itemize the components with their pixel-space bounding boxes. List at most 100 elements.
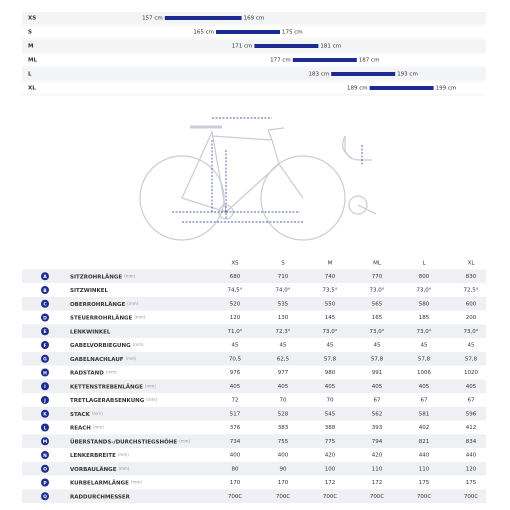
cell: 405 [278,384,289,390]
range-from-label: 157 cm [142,16,163,22]
cell: 991 [372,370,383,376]
letter-badge [41,327,49,336]
cell: 72,3° [276,329,291,335]
range-from-label: 177 cm [270,58,291,64]
cell: 405 [325,384,336,390]
cell: 120 [230,315,241,321]
range-to-label: 187 cm [359,58,380,64]
column-header: L [422,261,426,267]
cell: 383 [278,425,289,431]
cell: 393 [372,425,383,431]
range-to-label: 175 cm [282,30,303,36]
cell: 73,5° [323,288,338,294]
row-name-text: STACK [70,411,91,417]
cell: 175 [466,480,477,486]
row-name: REACH (mm) [70,425,104,432]
row-bg [22,338,486,352]
row-name: OBERROHRLÄNGE (mm) [70,300,139,307]
range-from-label: 165 cm [193,30,214,36]
letter-badge [41,368,49,377]
row-bg [22,434,486,449]
row-name-text: GABELNACHLAUF [70,356,124,362]
cell: 405 [466,384,477,390]
cell: 200 [466,315,477,321]
cell: 775 [325,439,336,445]
cell: 402 [419,425,430,431]
row-letter: G [43,357,47,363]
cell: 581 [419,411,430,417]
range-bar [164,16,242,20]
cell: 70 [327,398,334,404]
row-letter: M [43,439,48,445]
range-bar [254,44,319,48]
cell: 400 [230,453,241,459]
row-letter: H [43,370,47,376]
cell: 700C [417,494,431,500]
cell: 600 [466,301,477,307]
row-unit: (mm) [145,383,156,388]
cell: 100 [325,466,336,472]
row-letter: O [43,467,47,473]
row-name: RADSTAND (mm) [70,370,117,377]
cell: 980 [325,370,336,376]
row-letter: L [44,425,47,431]
cell: 67 [421,398,428,404]
row-letter: Q [43,494,47,500]
cell: 45 [374,343,381,349]
cell: 74,5° [228,288,243,294]
cell: 73,0° [370,288,385,294]
size-row-bg [22,12,486,24]
cell: 770 [372,274,383,280]
cell: 73,0° [417,329,432,335]
cell: 57,8 [418,356,431,362]
row-unit: (mm) [118,466,129,471]
cell: 1020 [464,370,478,376]
letter-badge [41,492,49,501]
cell: 405 [419,384,430,390]
size-row-bg [22,82,486,94]
row-letter: D [43,315,47,321]
cell: 800 [419,274,430,280]
cell: 57,8 [371,356,384,362]
cell: 700C [464,494,478,500]
row-unit: (mm) [131,480,142,485]
row-name: ÜBERSTANDS-/DURCHSTIEGSHÖHE (mm) [70,438,191,445]
column-header: ML [373,261,382,267]
row-name: VORBAULÄNGE (mm) [70,465,130,472]
cell: 596 [466,411,477,417]
cell: 70,5 [229,356,242,362]
cell: 45 [421,343,428,349]
letter-badge [41,382,49,391]
cell: 67 [374,398,381,404]
cell: 710 [278,274,289,280]
cell: 45 [468,343,475,349]
cell: 440 [419,453,430,459]
bike-diagram [139,125,377,241]
cell: 565 [372,301,383,307]
row-name: LENKERBREITE (mm) [70,452,129,459]
cell: 165 [372,315,383,321]
cell: 440 [466,453,477,459]
cell: 400 [278,453,289,459]
cell: 420 [372,453,383,459]
cell: 977 [278,370,289,376]
cell: 545 [325,411,336,417]
column-header: S [281,261,285,267]
row-name-text: LENKWINKEL [70,329,111,335]
cell: 110 [419,466,430,472]
row-letter: E [43,329,46,335]
cell: 185 [419,315,430,321]
row-letter: J [43,398,46,404]
cell: 130 [278,315,289,321]
range-to-label: 199 cm [436,86,457,92]
cell: 80 [232,466,239,472]
row-name-text: REACH [70,425,91,431]
cell: 45 [327,343,334,349]
range-bar [292,58,357,62]
size-label: XL [28,86,36,92]
cell: 535 [278,301,289,307]
letter-badge [41,286,49,294]
cell: 405 [372,384,383,390]
cell: 1006 [417,370,431,376]
